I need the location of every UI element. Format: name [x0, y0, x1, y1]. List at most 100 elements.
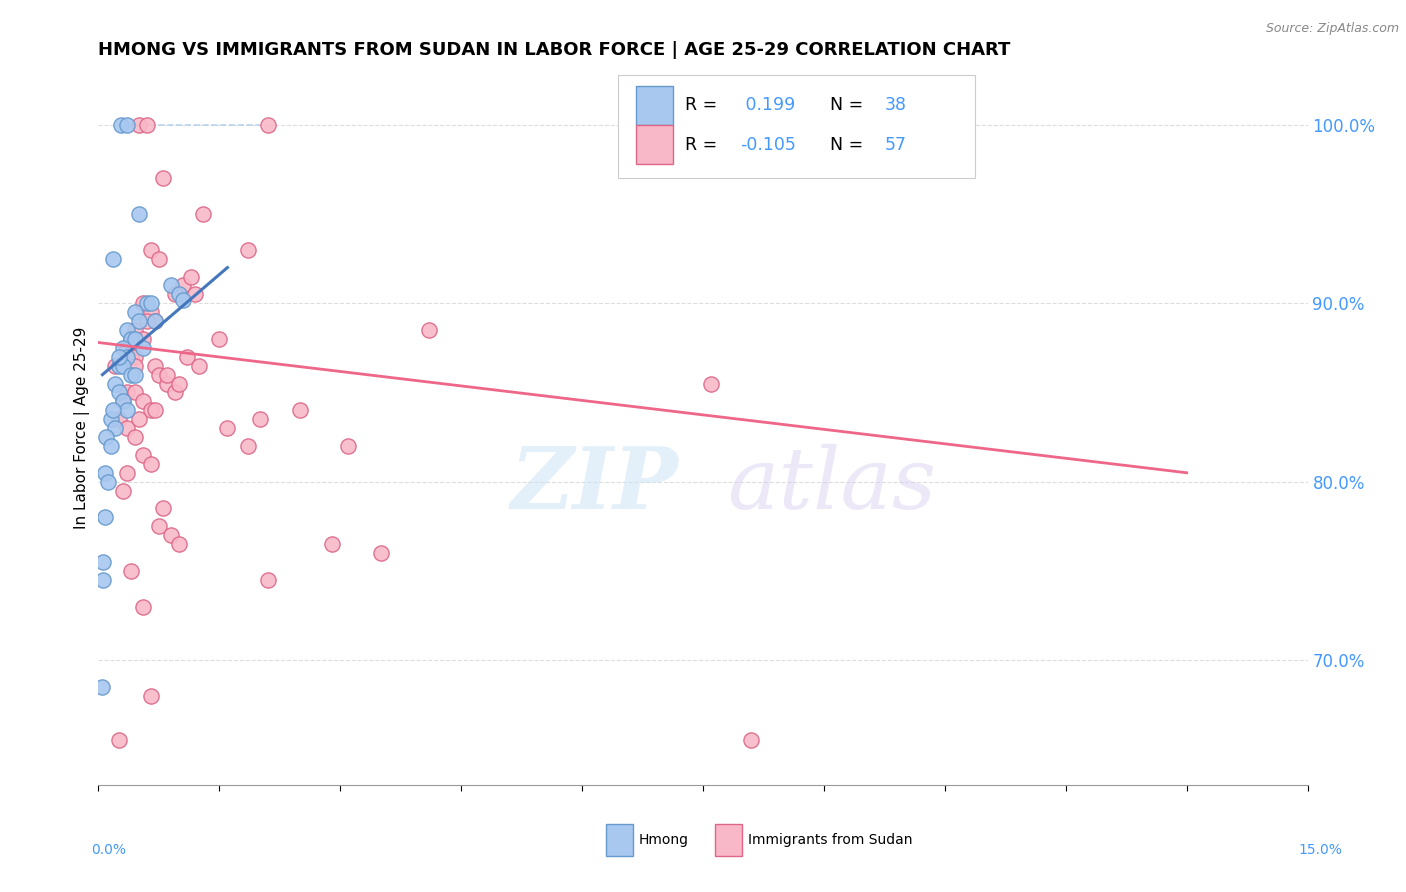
Point — [115, 118, 138, 132]
Point — [193, 207, 215, 221]
Point — [249, 412, 271, 426]
Text: Source: ZipAtlas.com: Source: ZipAtlas.com — [1265, 22, 1399, 36]
Point — [120, 368, 142, 382]
Point — [208, 332, 231, 346]
Point — [128, 118, 150, 132]
Point — [115, 385, 138, 400]
Point — [700, 376, 723, 391]
Point — [132, 341, 155, 355]
Point — [90, 680, 112, 694]
Point — [256, 118, 278, 132]
Point — [115, 323, 138, 337]
Point — [143, 314, 166, 328]
Point — [111, 394, 134, 409]
Point — [180, 269, 202, 284]
Text: 38: 38 — [884, 96, 907, 114]
Point — [152, 171, 174, 186]
Point — [167, 376, 190, 391]
Point — [110, 118, 132, 132]
Point — [135, 296, 157, 310]
Text: Hmong: Hmong — [638, 833, 689, 847]
Point — [143, 359, 166, 373]
Point — [132, 332, 155, 346]
Point — [139, 296, 162, 310]
Point — [188, 359, 211, 373]
Point — [167, 287, 190, 301]
Point — [148, 368, 170, 382]
Point — [176, 350, 198, 364]
Point — [120, 332, 142, 346]
Y-axis label: In Labor Force | Age 25-29: In Labor Force | Age 25-29 — [75, 327, 90, 529]
Point — [139, 305, 162, 319]
FancyBboxPatch shape — [619, 75, 976, 178]
Point — [124, 350, 146, 364]
Point — [156, 376, 179, 391]
Point — [139, 403, 162, 417]
Point — [143, 403, 166, 417]
Point — [120, 332, 142, 346]
Point — [120, 564, 142, 578]
FancyBboxPatch shape — [637, 86, 672, 125]
Point — [288, 403, 311, 417]
Text: HMONG VS IMMIGRANTS FROM SUDAN IN LABOR FORCE | AGE 25-29 CORRELATION CHART: HMONG VS IMMIGRANTS FROM SUDAN IN LABOR … — [98, 41, 1011, 59]
Point — [217, 421, 239, 435]
Point — [163, 287, 186, 301]
Point — [135, 314, 157, 328]
Point — [107, 359, 129, 373]
Point — [111, 341, 134, 355]
Text: -0.105: -0.105 — [741, 136, 796, 153]
Point — [143, 314, 166, 328]
Text: atlas: atlas — [727, 444, 936, 526]
Point — [160, 528, 183, 542]
Point — [124, 332, 146, 346]
FancyBboxPatch shape — [606, 824, 633, 856]
Point — [115, 350, 138, 364]
Text: 0.0%: 0.0% — [91, 843, 127, 857]
Point — [115, 341, 138, 355]
Point — [120, 350, 142, 364]
Point — [103, 421, 125, 435]
Point — [91, 555, 114, 569]
Point — [124, 359, 146, 373]
Point — [115, 466, 138, 480]
Point — [148, 519, 170, 533]
Text: ZIP: ZIP — [510, 443, 679, 527]
Point — [135, 118, 157, 132]
Point — [184, 287, 207, 301]
Point — [107, 733, 129, 747]
Point — [91, 573, 114, 587]
Point — [94, 510, 117, 524]
Text: 15.0%: 15.0% — [1299, 843, 1343, 857]
Point — [370, 546, 392, 560]
Text: 57: 57 — [884, 136, 907, 153]
Point — [152, 501, 174, 516]
Point — [97, 475, 120, 489]
Point — [256, 573, 278, 587]
Point — [100, 412, 122, 426]
Point — [100, 439, 122, 453]
Point — [101, 252, 124, 266]
Text: N =: N = — [830, 96, 869, 114]
Point — [132, 296, 155, 310]
Point — [132, 448, 155, 462]
Point — [163, 385, 186, 400]
Point — [172, 293, 194, 307]
Point — [101, 403, 124, 417]
Point — [94, 466, 117, 480]
FancyBboxPatch shape — [637, 125, 672, 164]
Point — [132, 599, 155, 614]
Text: 0.199: 0.199 — [741, 96, 796, 114]
Point — [111, 359, 134, 373]
Point — [124, 305, 146, 319]
Point — [124, 368, 146, 382]
Point — [128, 314, 150, 328]
Point — [139, 689, 162, 703]
Point — [139, 243, 162, 257]
Point — [236, 439, 259, 453]
Point — [115, 403, 138, 417]
Point — [107, 412, 129, 426]
Point — [160, 278, 183, 293]
Point — [103, 376, 125, 391]
Point — [167, 537, 190, 551]
Text: Immigrants from Sudan: Immigrants from Sudan — [748, 833, 912, 847]
